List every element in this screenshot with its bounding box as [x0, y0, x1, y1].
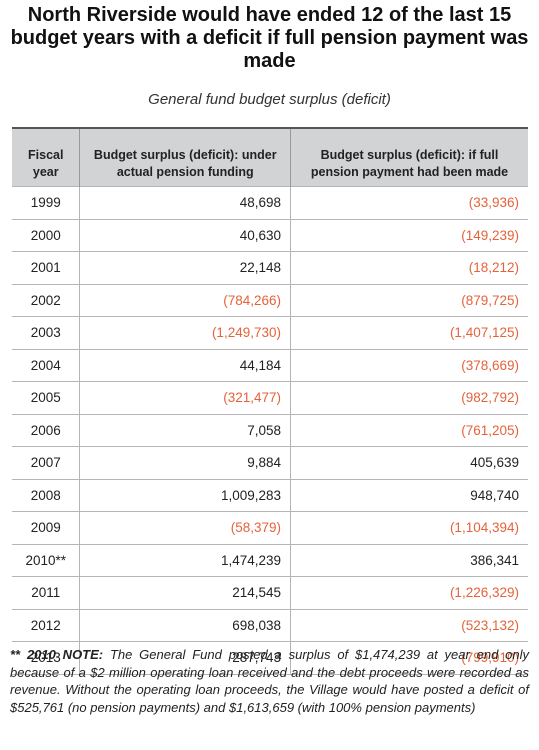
- value-cell: 405,639: [290, 446, 528, 479]
- value-cell: 48,698: [79, 186, 291, 219]
- subtitle: General fund budget surplus (deficit): [148, 91, 391, 108]
- title: North Riverside would have ended 12 of t…: [10, 4, 529, 72]
- table-row: 2007 9,884 405,639: [12, 446, 528, 479]
- column-header: Budget surplus (deficit): if full pensio…: [290, 127, 528, 187]
- value-cell: 698,038: [79, 608, 291, 642]
- column-header: Budget surplus (deficit): under actual p…: [79, 127, 291, 187]
- budget-table: Fiscal year Budget surplus (deficit): und…: [12, 127, 528, 675]
- value-cell: 44,184: [79, 348, 291, 382]
- value-cell: (1,249,730): [79, 316, 291, 349]
- year-cell: 2005: [12, 381, 80, 414]
- table-row: 2002 (784,266) (879,725): [12, 283, 528, 317]
- value-cell: (321,477): [79, 381, 291, 414]
- value-cell: (378,669): [290, 348, 528, 382]
- year-cell: 2012: [12, 608, 80, 642]
- value-cell: (149,239): [290, 218, 528, 252]
- value-cell: 22,148: [79, 251, 291, 284]
- value-cell: 7,058: [79, 413, 291, 447]
- table-row: 2000 40,630 (149,239): [12, 218, 528, 252]
- value-cell: (18,212): [290, 251, 528, 284]
- note-text: The General Fund posted a surplus of $1,…: [10, 647, 529, 715]
- value-cell: (982,792): [290, 381, 528, 414]
- value-cell: (523,132): [290, 608, 528, 642]
- column-header: Fiscal year: [12, 127, 80, 187]
- year-cell: 2010**: [12, 543, 80, 577]
- note-label: ** 2010 NOTE:: [10, 647, 104, 662]
- table-row: 2013 287,743 (799,910): [12, 641, 528, 675]
- header-row: Fiscal year Budget surplus (deficit): und…: [12, 127, 528, 187]
- value-cell: 287,743: [79, 641, 291, 675]
- value-cell: 386,341: [290, 543, 528, 577]
- year-cell: 2013: [12, 641, 80, 675]
- year-cell: 2009: [12, 511, 80, 544]
- value-cell: (784,266): [79, 283, 291, 317]
- footnote: ** 2010 NOTE: The General Fund posted a …: [10, 646, 529, 716]
- value-cell: (879,725): [290, 283, 528, 317]
- table-row: 2011 214,545 (1,226,329): [12, 576, 528, 609]
- table-row: 2006 7,058 (761,205): [12, 413, 528, 447]
- value-cell: (33,936): [290, 186, 528, 219]
- table-row: 2012 698,038 (523,132): [12, 608, 528, 642]
- year-cell: 2011: [12, 576, 80, 609]
- value-cell: (1,226,329): [290, 576, 528, 609]
- year-cell: 2007: [12, 446, 80, 479]
- table-row: 2005 (321,477) (982,792): [12, 381, 528, 414]
- year-cell: 2008: [12, 478, 80, 512]
- value-cell: (1,407,125): [290, 316, 528, 349]
- value-cell: 1,009,283: [79, 478, 291, 512]
- year-cell: 2000: [12, 218, 80, 252]
- table-row: 2008 1,009,283 948,740: [12, 478, 528, 512]
- value-cell: (1,104,394): [290, 511, 528, 544]
- value-cell: 948,740: [290, 478, 528, 512]
- value-cell: 9,884: [79, 446, 291, 479]
- value-cell: (58,379): [79, 511, 291, 544]
- year-cell: 2002: [12, 283, 80, 317]
- value-cell: 214,545: [79, 576, 291, 609]
- value-cell: (799,910): [290, 641, 528, 675]
- value-cell: 1,474,239: [79, 543, 291, 577]
- table-body: 1999 48,698 (33,936) 2000 40,630 (149,239) 200…: [12, 186, 528, 675]
- year-cell: 2003: [12, 316, 80, 349]
- value-cell: (761,205): [290, 413, 528, 447]
- table-row: 1999 48,698 (33,936): [12, 186, 528, 219]
- value-cell: 40,630: [79, 218, 291, 252]
- table-row: 2009 (58,379) (1,104,394): [12, 511, 528, 544]
- year-cell: 2006: [12, 413, 80, 447]
- year-cell: 2001: [12, 251, 80, 284]
- year-cell: 1999: [12, 186, 80, 219]
- table-row: 2010** 1,474,239 386,341: [12, 543, 528, 577]
- table-row: 2001 22,148 (18,212): [12, 251, 528, 284]
- table-row: 2004 44,184 (378,669): [12, 348, 528, 382]
- year-cell: 2004: [12, 348, 80, 382]
- table-row: 2003 (1,249,730) (1,407,125): [12, 316, 528, 349]
